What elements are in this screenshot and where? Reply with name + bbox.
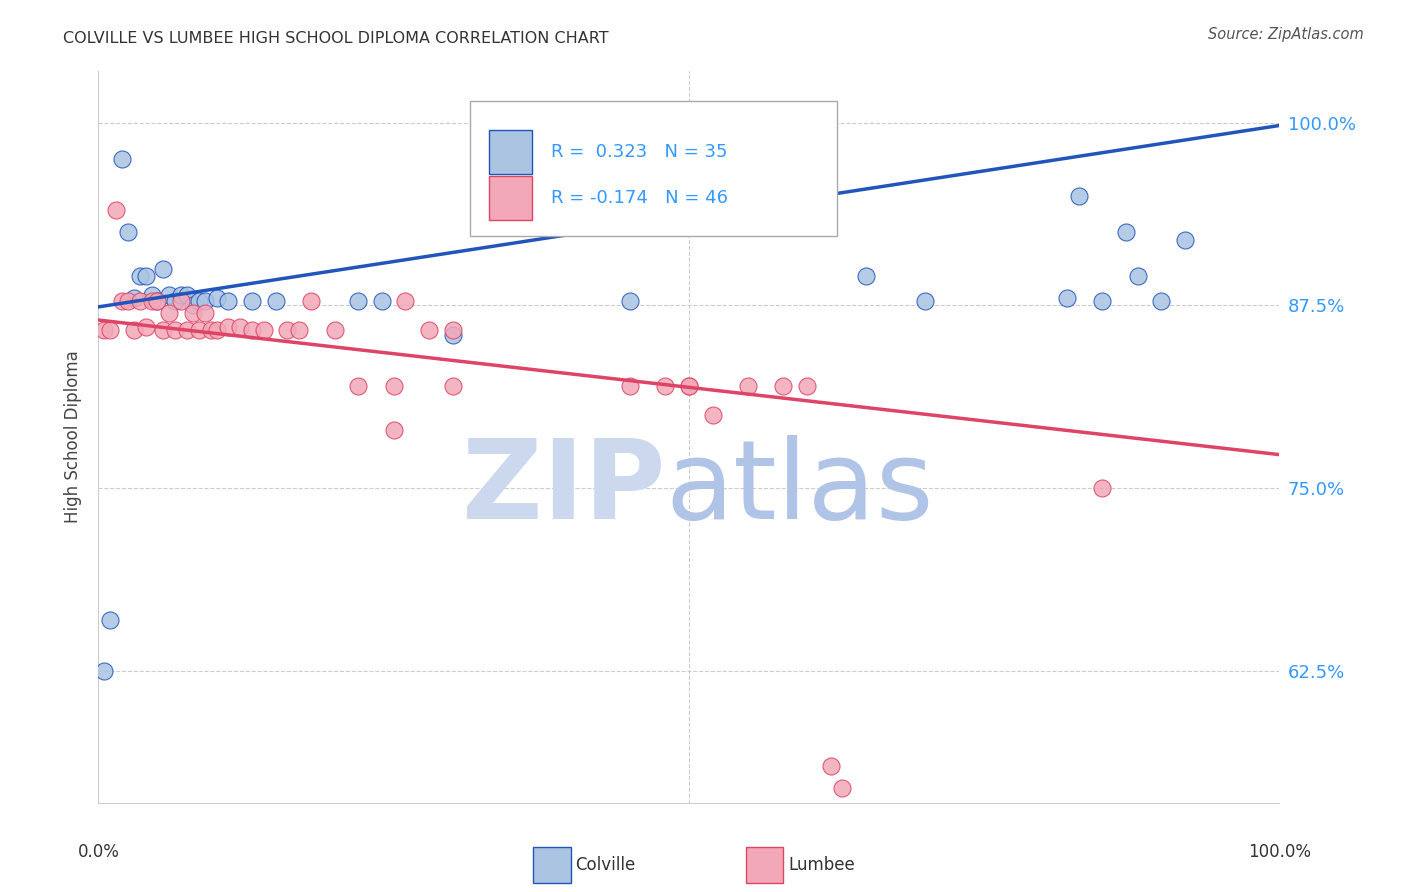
Point	[702, 408, 724, 422]
Point	[152, 323, 174, 337]
Point	[170, 293, 193, 308]
Point	[152, 261, 174, 276]
Point	[181, 306, 204, 320]
FancyBboxPatch shape	[489, 177, 531, 219]
Point	[441, 379, 464, 393]
FancyBboxPatch shape	[471, 101, 837, 235]
Point	[128, 293, 150, 308]
Point	[240, 293, 263, 308]
Point	[264, 293, 287, 308]
Point	[394, 293, 416, 308]
Point	[820, 759, 842, 773]
Point	[187, 323, 209, 337]
Point	[240, 323, 263, 337]
Point	[165, 293, 187, 308]
Point	[276, 323, 298, 337]
Point	[441, 323, 464, 337]
Point	[1126, 269, 1149, 284]
Point	[157, 306, 180, 320]
Point	[229, 320, 252, 334]
Point	[737, 379, 759, 393]
Point	[796, 379, 818, 393]
Text: COLVILLE VS LUMBEE HIGH SCHOOL DIPLOMA CORRELATION CHART: COLVILLE VS LUMBEE HIGH SCHOOL DIPLOMA C…	[63, 31, 609, 46]
Point	[382, 423, 405, 437]
Point	[371, 293, 394, 308]
Point	[914, 293, 936, 308]
Point	[217, 320, 239, 334]
Point	[1115, 225, 1137, 239]
Point	[135, 320, 157, 334]
Text: Lumbee: Lumbee	[789, 856, 855, 874]
Point	[347, 293, 370, 308]
Point	[382, 379, 405, 393]
Point	[181, 298, 204, 312]
Point	[98, 323, 121, 337]
Point	[117, 293, 139, 308]
Point	[1091, 481, 1114, 495]
Point	[128, 269, 150, 284]
Point	[141, 288, 163, 302]
Point	[105, 203, 128, 218]
FancyBboxPatch shape	[745, 847, 783, 882]
Point	[619, 379, 641, 393]
Point	[796, 211, 818, 225]
Point	[194, 306, 217, 320]
Text: Source: ZipAtlas.com: Source: ZipAtlas.com	[1208, 27, 1364, 42]
Point	[165, 323, 187, 337]
Point	[194, 293, 217, 308]
Point	[1056, 291, 1078, 305]
Point	[200, 323, 222, 337]
Point	[678, 379, 700, 393]
Point	[176, 288, 198, 302]
Y-axis label: High School Diploma: High School Diploma	[65, 351, 83, 524]
Point	[619, 293, 641, 308]
Text: 100.0%: 100.0%	[1249, 843, 1310, 861]
Point	[146, 293, 169, 308]
Point	[205, 323, 228, 337]
Point	[772, 379, 794, 393]
Point	[135, 269, 157, 284]
Point	[855, 269, 877, 284]
Point	[117, 225, 139, 239]
Point	[146, 293, 169, 308]
Point	[1067, 188, 1090, 202]
Point	[1174, 233, 1197, 247]
Point	[253, 323, 276, 337]
Point	[98, 613, 121, 627]
Point	[205, 291, 228, 305]
Text: 0.0%: 0.0%	[77, 843, 120, 861]
Point	[111, 293, 134, 308]
Point	[441, 327, 464, 342]
Point	[288, 323, 311, 337]
Point	[170, 288, 193, 302]
Point	[217, 293, 239, 308]
FancyBboxPatch shape	[489, 130, 531, 174]
Point	[347, 379, 370, 393]
Point	[831, 781, 853, 796]
Point	[141, 293, 163, 308]
Point	[1150, 293, 1173, 308]
Point	[111, 152, 134, 166]
Point	[93, 323, 115, 337]
Point	[418, 323, 440, 337]
Text: ZIP: ZIP	[463, 434, 665, 541]
Point	[157, 288, 180, 302]
Text: Colville: Colville	[575, 856, 636, 874]
Point	[122, 323, 145, 337]
Point	[1091, 293, 1114, 308]
Point	[323, 323, 346, 337]
Point	[122, 291, 145, 305]
Point	[93, 664, 115, 678]
FancyBboxPatch shape	[533, 847, 571, 882]
Text: R =  0.323   N = 35: R = 0.323 N = 35	[551, 143, 727, 161]
Point	[299, 293, 322, 308]
Point	[678, 379, 700, 393]
Text: R = -0.174   N = 46: R = -0.174 N = 46	[551, 189, 728, 207]
Point	[176, 323, 198, 337]
Point	[654, 379, 676, 393]
Text: atlas: atlas	[665, 434, 934, 541]
Point	[187, 293, 209, 308]
